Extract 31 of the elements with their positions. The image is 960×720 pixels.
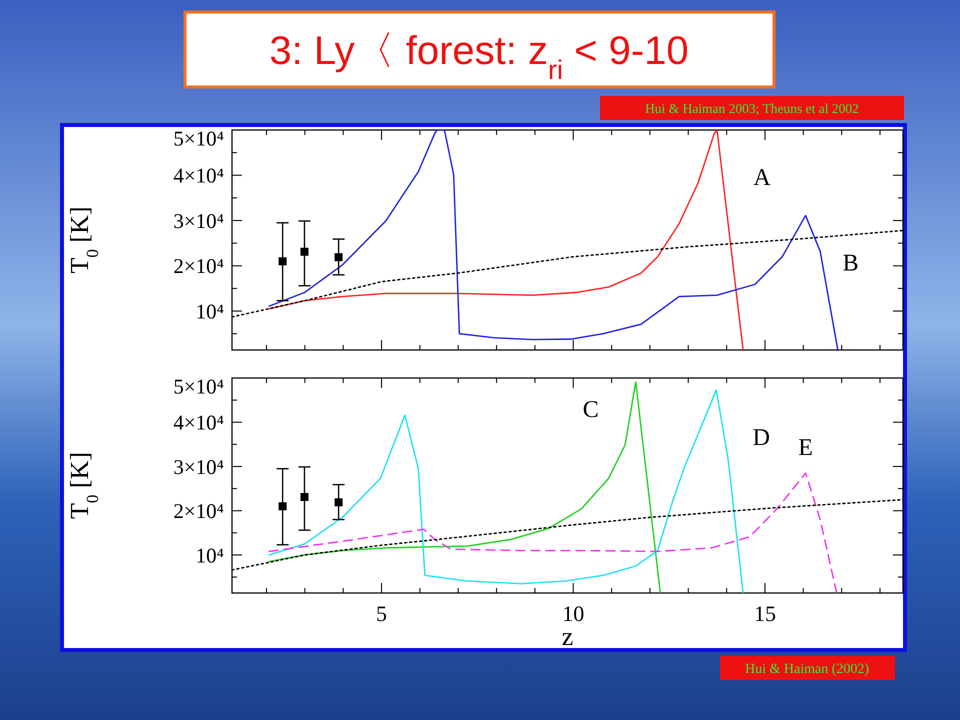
point <box>300 248 308 256</box>
series-label: D <box>752 424 770 451</box>
line-series <box>268 130 839 350</box>
y-tick-label: 3×10⁴ <box>173 454 224 479</box>
y-tick-label: 2×10⁴ <box>173 499 224 524</box>
text: Hui & Haiman 2003; Theuns et al 2002 <box>645 101 859 116</box>
series-label: C <box>582 396 599 423</box>
point <box>300 493 308 501</box>
y-tick-label: 2×10⁴ <box>173 254 224 278</box>
series-label: A <box>753 165 772 191</box>
y-tick-label: 5×10⁴ <box>173 126 224 150</box>
y-tick-label: 5×10⁴ <box>173 374 224 398</box>
chart-title: 3: Ly〈 forest: z$_{ri}$ < 9-10 <box>269 29 689 85</box>
x-tick-label: 15 <box>754 601 776 626</box>
y-tick-label: 10⁴ <box>196 543 224 568</box>
y-tick-label: 4×10⁴ <box>173 410 224 435</box>
line-series <box>268 472 838 593</box>
y-tick-label: 4×10⁴ <box>173 164 224 188</box>
text: Hui & Haiman (2002) <box>744 662 870 677</box>
series-label: B <box>842 250 859 277</box>
point <box>334 253 343 262</box>
point <box>278 257 287 266</box>
point <box>278 502 287 510</box>
line-series <box>268 130 744 350</box>
point <box>334 498 343 506</box>
y-tick-label: 10⁴ <box>196 299 224 324</box>
line-series <box>268 389 744 593</box>
x-tick-label: 5 <box>376 601 388 626</box>
line-series <box>268 381 661 593</box>
series-label: E <box>798 435 813 462</box>
y-tick-label: 3×10⁴ <box>173 208 224 233</box>
